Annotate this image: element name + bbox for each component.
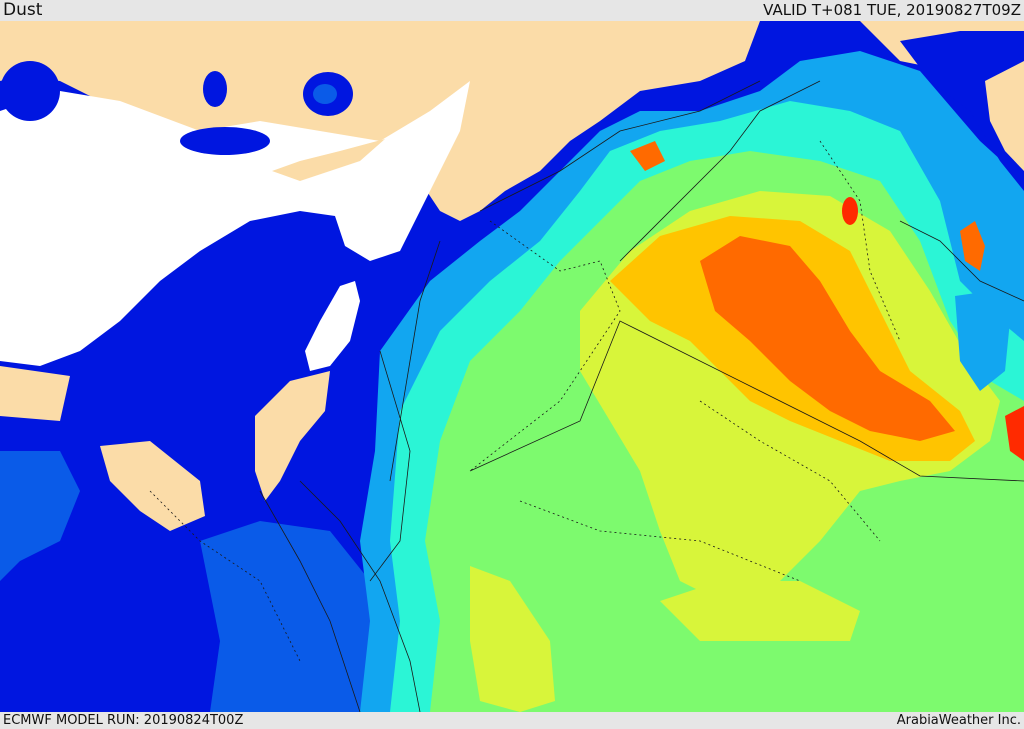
dust-very-high-blob (842, 197, 858, 225)
border-turkey-syria (479, 80, 761, 212)
land-turkey (0, 21, 760, 221)
dust-blob-med-mid (180, 127, 270, 155)
dust-low-sw (0, 451, 80, 581)
land-north-africa-west (0, 366, 70, 421)
dust-extreme-east (1005, 406, 1024, 461)
dust-map-svg (0, 21, 1024, 712)
dust-very-high-core (700, 236, 955, 441)
dust-blob-north-inner (313, 84, 337, 104)
dust-elevated-se (660, 581, 860, 641)
country-borders (149, 80, 1024, 712)
brand-label: ArabiaWeather Inc. (896, 713, 1021, 728)
border-iraq-saudi (469, 320, 1024, 482)
border-red-sea-west (259, 490, 361, 712)
land-sinai (255, 371, 330, 501)
forecast-map (0, 21, 1024, 712)
dust-moderate-low-zagros (955, 291, 1010, 391)
border-egypt (149, 490, 301, 662)
border-iran-internal (819, 140, 901, 342)
model-run-label: ECMWF MODEL RUN: 20190824T00Z (3, 713, 244, 728)
dust-very-low-caucasus (900, 31, 1024, 191)
border-red-sea-coast (299, 480, 421, 712)
land-nile-delta (100, 441, 205, 531)
header-bar: Dust VALID T+081 TUE, 20190827T09Z (0, 0, 1024, 21)
border-saudi-internal-2 (699, 400, 881, 542)
dust-blob-crete (0, 61, 60, 121)
footer-bar: ECMWF MODEL RUN: 20190824T00Z ArabiaWeat… (0, 712, 1024, 729)
border-jordan (369, 350, 411, 582)
border-coast-levant (389, 240, 441, 482)
dust-low-south (200, 521, 380, 712)
border-syria-iraq (469, 220, 621, 472)
dust-elevated-south (470, 566, 555, 712)
dust-very-high-nw (630, 141, 665, 171)
border-iraq-iran (619, 80, 821, 262)
border-saudi-internal-1 (519, 500, 801, 582)
dust-blob-aegean (203, 71, 227, 107)
map-title: Dust (3, 0, 43, 20)
valid-time-label: VALID T+081 TUE, 20190827T09Z (763, 1, 1021, 19)
land-cyprus (272, 139, 385, 181)
dust-very-high-ne (960, 221, 985, 271)
sea-cyprus-east (305, 281, 360, 371)
border-iran-iraq-south (899, 220, 1024, 302)
land-caspian-coast (985, 61, 1024, 171)
